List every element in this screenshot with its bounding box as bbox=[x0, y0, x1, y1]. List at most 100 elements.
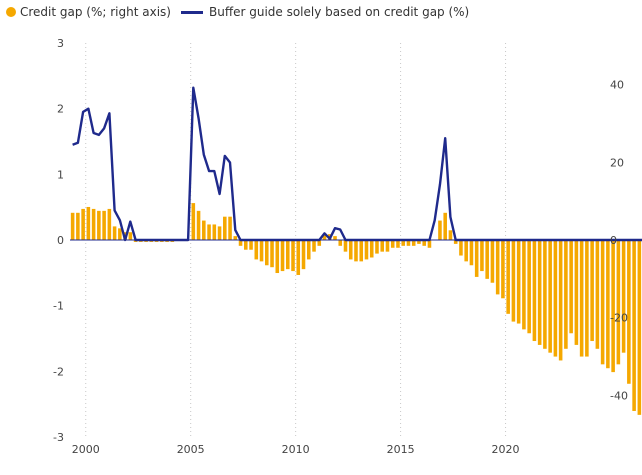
bar bbox=[569, 240, 573, 334]
bar bbox=[427, 240, 432, 248]
bar bbox=[86, 206, 91, 240]
bar bbox=[585, 240, 589, 357]
bar bbox=[548, 240, 552, 353]
bar bbox=[322, 234, 327, 240]
bar bbox=[233, 236, 238, 240]
bar bbox=[543, 240, 547, 349]
bar bbox=[212, 224, 217, 240]
bar bbox=[107, 208, 112, 240]
bar bbox=[595, 240, 600, 349]
legend-item-credit-gap: Credit gap (%; right axis) bbox=[6, 5, 171, 19]
y-right-tick-label: 0 bbox=[610, 234, 617, 247]
bar bbox=[228, 216, 232, 240]
bar bbox=[364, 240, 369, 260]
bar bbox=[527, 240, 531, 334]
y-left-tick-label: -1 bbox=[53, 300, 64, 313]
bar bbox=[91, 208, 96, 240]
bar bbox=[306, 240, 311, 260]
x-tick-label-2010: 2010 bbox=[282, 443, 310, 456]
bar bbox=[448, 230, 453, 240]
bar bbox=[369, 240, 374, 258]
y-left-tick-label: 1 bbox=[57, 168, 64, 181]
bar bbox=[490, 240, 495, 283]
bar bbox=[296, 240, 301, 275]
bar bbox=[621, 240, 626, 353]
bar bbox=[207, 224, 211, 240]
bar bbox=[443, 212, 447, 240]
bar bbox=[616, 240, 621, 365]
y-right-tick-label: -40 bbox=[610, 389, 628, 402]
bar bbox=[453, 240, 458, 244]
bar bbox=[579, 240, 584, 357]
bar bbox=[343, 240, 348, 252]
bar bbox=[495, 240, 500, 295]
bar bbox=[270, 240, 274, 268]
bar bbox=[385, 240, 390, 252]
bar bbox=[312, 240, 316, 252]
bar bbox=[275, 240, 280, 274]
bar bbox=[516, 240, 521, 324]
bar bbox=[501, 240, 505, 299]
series-line-buffer-guide bbox=[72, 86, 642, 242]
bar bbox=[590, 240, 594, 342]
x-tick-label-2015: 2015 bbox=[387, 443, 415, 456]
bar bbox=[396, 240, 400, 248]
bar bbox=[217, 226, 222, 240]
bar bbox=[537, 240, 542, 345]
bar bbox=[70, 212, 75, 240]
bar bbox=[333, 236, 337, 240]
bar bbox=[411, 240, 416, 246]
bar bbox=[118, 228, 122, 240]
bar bbox=[438, 220, 442, 240]
bar bbox=[359, 240, 364, 262]
bar bbox=[390, 240, 395, 248]
bar bbox=[285, 240, 290, 270]
legend-label-credit-gap: Credit gap (%; right axis) bbox=[20, 5, 171, 19]
bar bbox=[558, 240, 563, 361]
buffer-guide-line bbox=[72, 86, 642, 242]
bar bbox=[564, 240, 568, 349]
bar bbox=[259, 240, 264, 262]
y-left-tick-label: 3 bbox=[57, 37, 64, 50]
bar bbox=[348, 240, 353, 260]
bar bbox=[553, 240, 558, 357]
y-right-tick-label: 20 bbox=[610, 156, 624, 169]
bar bbox=[291, 240, 295, 272]
bar bbox=[301, 240, 306, 270]
bar bbox=[380, 240, 385, 252]
bar bbox=[112, 226, 117, 240]
x-tick-label-2005: 2005 bbox=[177, 443, 205, 456]
left-axis: 3 2 1 0 -1 -2 -3 bbox=[53, 37, 64, 444]
bar bbox=[97, 210, 101, 240]
bar bbox=[401, 240, 406, 246]
bar bbox=[202, 220, 206, 240]
bar bbox=[422, 240, 426, 246]
y-right-tick-label: 40 bbox=[610, 79, 624, 92]
bar bbox=[485, 240, 489, 279]
bar bbox=[522, 240, 526, 330]
bar bbox=[280, 240, 285, 272]
legend-item-buffer-guide: Buffer guide solely based on credit gap … bbox=[180, 5, 470, 19]
bar bbox=[417, 240, 421, 244]
bar bbox=[191, 203, 196, 240]
legend-circle-icon bbox=[6, 7, 16, 17]
bar bbox=[76, 212, 80, 240]
bar bbox=[317, 240, 322, 246]
legend-line-icon bbox=[180, 10, 203, 14]
bar bbox=[102, 210, 106, 240]
bar bbox=[611, 240, 615, 373]
y-left-tick-label: 2 bbox=[57, 103, 64, 116]
x-tick-label-2000: 2000 bbox=[72, 443, 100, 456]
bar bbox=[469, 240, 474, 266]
bar bbox=[637, 240, 642, 415]
bar bbox=[128, 232, 133, 240]
bar bbox=[474, 240, 479, 277]
x-tick-label-2020: 2020 bbox=[492, 443, 520, 456]
bar bbox=[238, 240, 243, 246]
bar bbox=[606, 240, 610, 369]
legend-label-buffer-guide: Buffer guide solely based on credit gap … bbox=[208, 5, 470, 19]
y-right-tick-label: -20 bbox=[610, 312, 628, 325]
credit-gap-bars bbox=[70, 203, 642, 415]
bar bbox=[223, 216, 227, 240]
